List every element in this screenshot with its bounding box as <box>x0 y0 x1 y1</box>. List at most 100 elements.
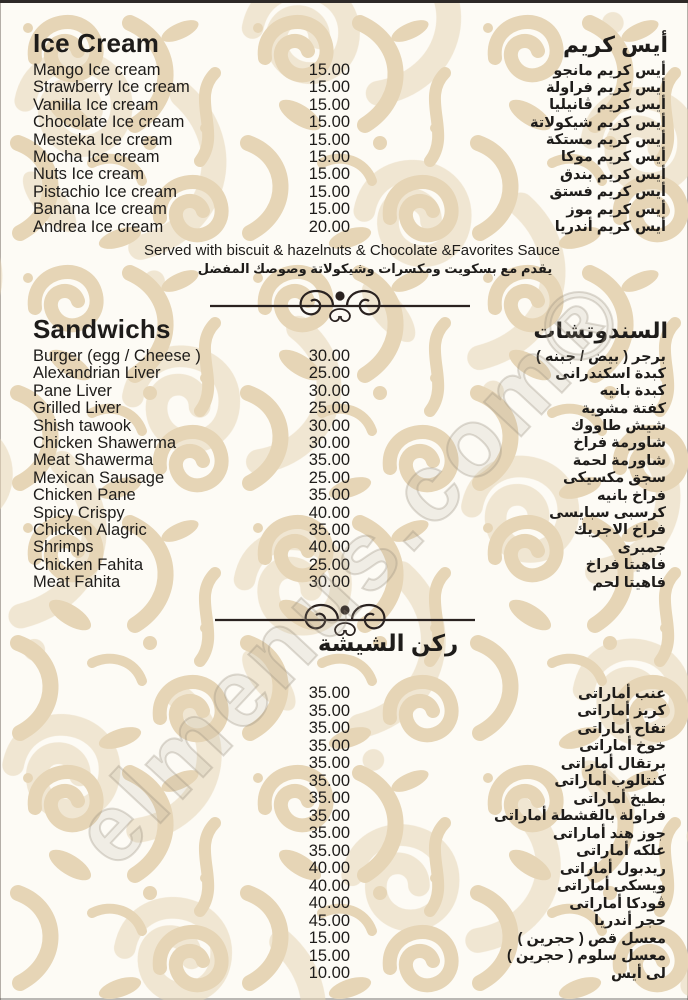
menu-item-row: Chicken Alagric 35.00 فراخ الاجريك <box>0 520 688 539</box>
item-name-ar: شاورمة فراخ <box>573 435 666 452</box>
item-name-en: Andrea Ice cream <box>33 217 164 236</box>
item-price: 15.00 <box>308 200 350 219</box>
item-price: 35.00 <box>308 701 350 720</box>
item-price: 35.00 <box>308 719 350 737</box>
menu-item-row: Nuts Ice cream 15.00 أيس كريم بندق <box>0 165 688 184</box>
item-price: 40.00 <box>308 894 350 912</box>
item-price: 35.00 <box>308 841 350 860</box>
item-name-en: Chicken Pane <box>33 486 136 505</box>
item-name-en: Mocha Ice cream <box>33 147 160 166</box>
item-price: 30.00 <box>308 416 350 435</box>
item-price: 40.00 <box>308 876 350 895</box>
menu-item-row: 35.00 فراولة بالقشطة أماراتى <box>0 807 688 825</box>
item-name-ar: عنب أماراتى <box>577 685 666 702</box>
item-price: 35.00 <box>308 806 350 825</box>
menu-item-row: Grilled Liver 25.00 كفتة مشوية <box>0 399 688 417</box>
item-name-en: Meat Fahita <box>33 573 121 592</box>
item-name-ar: فراولة بالقشطة أماراتى <box>493 808 666 824</box>
item-name-en: Strawberry Ice cream <box>33 78 190 97</box>
menu-item-row: Strawberry Ice cream 15.00 أيس كريم فراو… <box>0 78 688 97</box>
menu-item-row: Mesteka Ice cream 15.00 أيس كريم مستكة <box>0 131 688 149</box>
item-name-en: Chicken Fahita <box>33 555 144 574</box>
item-name-en: Vanilla Ice cream <box>33 95 159 114</box>
menu-item-row: 35.00 جوز هند أماراتى <box>0 824 688 842</box>
ice-cream-note-ar: يقدم مع بسكويت ومكسرات وشيكولاتة وصوصك ا… <box>197 261 553 276</box>
item-name-ar: برجر ( بيض / جبنه ) <box>536 348 666 365</box>
item-name-ar: علكه أماراتى <box>576 843 666 859</box>
item-name-en: Burger (egg / Cheese ) <box>33 347 201 365</box>
item-price: 40.00 <box>308 538 350 557</box>
item-price: 35.00 <box>308 520 350 539</box>
item-price: 30.00 <box>308 381 350 400</box>
menu-item-row: 35.00 خوخ أماراتى <box>0 737 688 755</box>
menu-item-row: Mango Ice cream 15.00 أيس كريم مانجو <box>0 61 688 79</box>
item-name-ar: أيس كريم موز <box>566 201 666 218</box>
item-name-ar: تفاح أماراتى <box>577 720 666 737</box>
item-name-ar: كفتة مشوية <box>581 400 666 417</box>
ice-cream-items: Mango Ice cream 15.00 أيس كريم مانجو Str… <box>0 61 688 236</box>
item-name-ar: لى أيس <box>610 965 666 982</box>
item-name-en: Pistachio Ice cream <box>33 182 177 201</box>
item-name-ar: فراخ الاجريك <box>573 522 666 539</box>
item-name-ar: ڤودكا أماراتى <box>569 895 666 912</box>
item-price: 15.00 <box>308 147 350 166</box>
item-name-ar: ريدبول أماراتى <box>559 860 666 877</box>
menu-item-row: 40.00 ڤودكا أماراتى <box>0 894 688 912</box>
menu-item-row: Mexican Sausage 25.00 سجق مكسيكى <box>0 468 688 487</box>
item-price: 35.00 <box>308 451 350 470</box>
sandwiches-section-header: Sandwichs السندوتشات <box>0 314 688 345</box>
item-price: 35.00 <box>308 789 350 807</box>
menu-item-row: Mocha Ice cream 15.00 أيس كريم موكا <box>0 147 688 166</box>
menu-item-row: Shrimps 40.00 جمبرى <box>0 538 688 557</box>
shisha-section-title-ar: ركن الشيشة <box>317 630 459 656</box>
ice-cream-title-ar: أيس كريم <box>562 32 668 57</box>
item-price: 35.00 <box>308 754 350 772</box>
item-name-en: Alexandrian Liver <box>33 364 161 383</box>
menu-item-row: 35.00 كريز أماراتى <box>0 702 688 720</box>
menu-item-row: Pane Liver 30.00 كبدة بانيه <box>0 381 688 400</box>
item-name-ar: أيس كريم مستكة <box>545 132 666 149</box>
item-name-ar: فاهيتا فراخ <box>585 557 666 574</box>
menu-item-row: Pistachio Ice cream 15.00 أيس كريم فستق <box>0 182 688 201</box>
item-price: 45.00 <box>308 911 350 930</box>
item-price: 15.00 <box>308 946 350 965</box>
item-price: 15.00 <box>308 78 350 97</box>
item-name-ar: فاهيتا لحم <box>592 574 666 591</box>
item-name-ar: أيس كريم فراولة <box>546 79 666 96</box>
menu-item-row: 35.00 تفاح أماراتى <box>0 719 688 737</box>
item-price: 30.00 <box>308 433 350 452</box>
item-name-en: Nuts Ice cream <box>33 165 144 184</box>
menu-item-row: 35.00 بطيخ أماراتى <box>0 789 688 807</box>
sandwiches-title-ar: السندوتشات <box>533 318 668 343</box>
sandwiches-title-en: Sandwichs <box>33 314 171 344</box>
item-name-en: Chicken Alagric <box>33 520 147 539</box>
item-name-ar: أيس كريم أندريا <box>554 219 666 236</box>
damask-background <box>0 3 688 1000</box>
menu-item-row: 35.00 برتقال أماراتى <box>0 754 688 772</box>
item-name-en: Shrimps <box>33 538 94 557</box>
item-price: 25.00 <box>308 468 350 487</box>
ice-cream-title-en: Ice Cream <box>33 28 160 58</box>
item-name-en: Banana Ice cream <box>33 200 167 219</box>
ice-cream-section-header: Ice Cream أيس كريم <box>0 28 688 59</box>
shisha-items: 35.00 عنب أماراتى 35.00 كريز أماراتى 35.… <box>0 684 688 982</box>
menu-item-row: Shish tawook 30.00 شيش طاووك <box>0 416 688 435</box>
item-name-ar: سجق مكسيكى <box>563 470 666 487</box>
item-name-ar: كبدة بانيه <box>599 383 666 400</box>
menu-item-row: 35.00 كنتالوب أماراتى <box>0 772 688 790</box>
item-name-ar: جمبرى <box>617 539 666 556</box>
item-name-ar: كريز أماراتى <box>577 703 666 719</box>
menu-item-row: 40.00 ريدبول أماراتى <box>0 859 688 877</box>
item-price: 35.00 <box>308 736 350 755</box>
item-price: 30.00 <box>308 347 350 365</box>
item-name-ar: شيش طاووك <box>570 418 666 435</box>
menu-item-row: Chicken Shawerma 30.00 شاورمة فراخ <box>0 433 688 452</box>
item-name-en: Chicken Shawerma <box>33 433 177 452</box>
menu-item-row: Chicken Fahita 25.00 فاهيتا فراخ <box>0 555 688 574</box>
menu-item-row: 10.00 لى أيس <box>0 964 688 982</box>
item-name-ar: كنتالوب أماراتى <box>554 773 666 789</box>
ornamental-divider <box>215 604 475 637</box>
sandwiches-items: Burger (egg / Cheese ) 30.00 برجر ( بيض … <box>0 347 688 592</box>
item-name-ar: معسل قص ( حجرين ) <box>517 930 666 947</box>
